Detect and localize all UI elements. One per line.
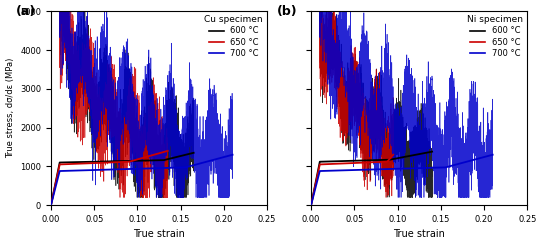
Y-axis label: True stress, dσ/dε (MPa): True stress, dσ/dε (MPa) <box>5 58 15 158</box>
Legend: 600 °C, 650 °C, 700 °C: 600 °C, 650 °C, 700 °C <box>203 14 264 59</box>
X-axis label: True strain: True strain <box>133 230 185 239</box>
Text: (b): (b) <box>276 5 297 18</box>
X-axis label: True strain: True strain <box>393 230 445 239</box>
Legend: 600 °C, 650 °C, 700 °C: 600 °C, 650 °C, 700 °C <box>466 14 525 59</box>
Text: (a): (a) <box>16 5 37 18</box>
